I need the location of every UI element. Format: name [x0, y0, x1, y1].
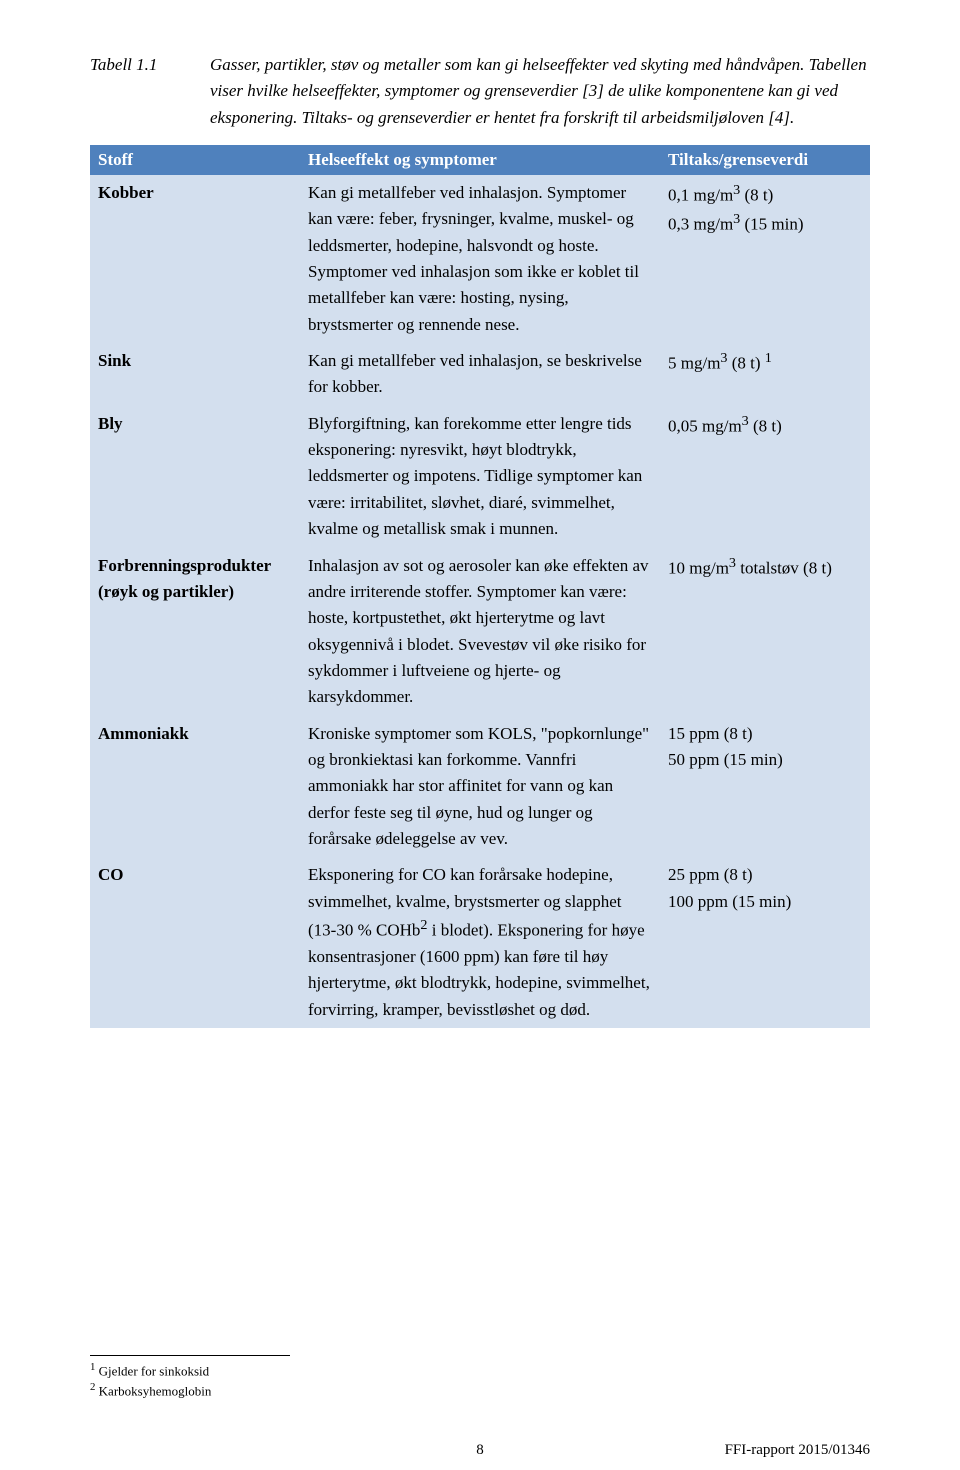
cell-effect: Eksponering for CO kan forårsake hodepin…	[300, 857, 660, 1028]
page-number: 8	[476, 1442, 484, 1459]
table-row: Bly Blyforgiftning, kan forekomme etter l…	[90, 406, 870, 548]
table-row: Ammoniakk Kroniske symptomer som KOLS, "p…	[90, 716, 870, 858]
stoff-label: Kobber	[98, 183, 154, 202]
stoff-label: Ammoniakk	[98, 724, 189, 743]
footnote-rule	[90, 1355, 290, 1356]
table-body: Kobber Kan gi metallfeber ved inhalasjon.…	[90, 175, 870, 1028]
stoff-label: Bly	[98, 414, 123, 433]
effects-table: Stoff Helseeffekt og symptomer Tiltaks/g…	[90, 145, 870, 1028]
cell-effect: Kroniske symptomer som KOLS, "popkornlun…	[300, 716, 660, 858]
stoff-label: Sink	[98, 351, 131, 370]
cell-effect: Kan gi metallfeber ved inhalasjon. Sympt…	[300, 175, 660, 343]
caption-text: Gasser, partikler, støv og metaller som …	[210, 52, 870, 131]
cell-stoff: Sink	[90, 343, 300, 406]
cell-stoff: Kobber	[90, 175, 300, 343]
cell-effect: Inhalasjon av sot og aerosoler kan øke e…	[300, 548, 660, 716]
col-header-effect: Helseeffekt og symptomer	[300, 145, 660, 175]
cell-stoff: CO	[90, 857, 300, 1028]
cell-limit: 0,05 mg/m3 (8 t)	[660, 406, 870, 548]
page: Tabell 1.1 Gasser, partikler, støv og me…	[0, 0, 960, 1470]
footnote-item: 1 Gjelder for sinkoksid	[90, 1360, 870, 1380]
col-header-stoff: Stoff	[90, 145, 300, 175]
cell-stoff: Ammoniakk	[90, 716, 300, 858]
cell-stoff: Forbrenningsprodukter (røyk og partikler…	[90, 548, 300, 716]
table-row: CO Eksponering for CO kan forårsake hodep…	[90, 857, 870, 1028]
table-row: Kobber Kan gi metallfeber ved inhalasjon.…	[90, 175, 870, 343]
cell-stoff: Bly	[90, 406, 300, 548]
stoff-label: CO	[98, 865, 124, 884]
col-header-limit: Tiltaks/grenseverdi	[660, 145, 870, 175]
cell-limit: 25 ppm (8 t)100 ppm (15 min)	[660, 857, 870, 1028]
cell-limit: 10 mg/m3 totalstøv (8 t)	[660, 548, 870, 716]
footnote-item: 2 Karboksyhemoglobin	[90, 1380, 870, 1400]
stoff-label: Forbrenningsprodukter (røyk og partikler…	[98, 556, 271, 601]
report-id: FFI-rapport 2015/01346	[725, 1442, 870, 1459]
footnotes: 1 Gjelder for sinkoksid2 Karboksyhemoglo…	[90, 1355, 870, 1400]
caption-label: Tabell 1.1	[90, 52, 210, 78]
cell-effect: Kan gi metallfeber ved inhalasjon, se be…	[300, 343, 660, 406]
table-caption: Tabell 1.1 Gasser, partikler, støv og me…	[90, 52, 870, 131]
table-row: Forbrenningsprodukter (røyk og partikler…	[90, 548, 870, 716]
footnote-list: 1 Gjelder for sinkoksid2 Karboksyhemoglo…	[90, 1360, 870, 1400]
table-header-row: Stoff Helseeffekt og symptomer Tiltaks/g…	[90, 145, 870, 175]
cell-limit: 0,1 mg/m3 (8 t)0,3 mg/m3 (15 min)	[660, 175, 870, 343]
table-row: Sink Kan gi metallfeber ved inhalasjon, s…	[90, 343, 870, 406]
cell-limit: 5 mg/m3 (8 t) 1	[660, 343, 870, 406]
cell-effect: Blyforgiftning, kan forekomme etter leng…	[300, 406, 660, 548]
cell-limit: 15 ppm (8 t)50 ppm (15 min)	[660, 716, 870, 858]
